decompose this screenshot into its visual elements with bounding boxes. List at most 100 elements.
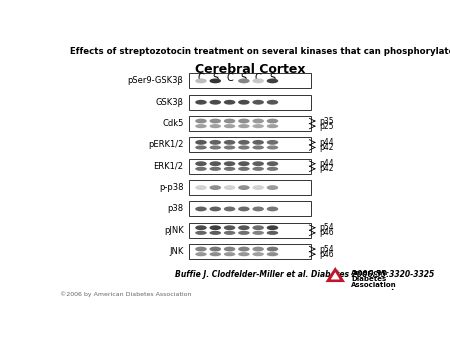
- Polygon shape: [331, 272, 340, 280]
- Ellipse shape: [252, 100, 264, 105]
- Text: p35: p35: [320, 117, 334, 125]
- Text: Buffie J. Clodfelder-Miller et al. Diabetes 2006;55:3320-3325: Buffie J. Clodfelder-Miller et al. Diabe…: [175, 270, 434, 279]
- Ellipse shape: [238, 252, 250, 256]
- Text: p46: p46: [320, 250, 334, 259]
- Ellipse shape: [252, 78, 264, 83]
- Bar: [189, 116, 311, 131]
- Ellipse shape: [238, 119, 250, 123]
- Ellipse shape: [210, 185, 221, 190]
- Text: p-p38: p-p38: [159, 183, 184, 192]
- Text: p44: p44: [320, 138, 334, 147]
- Text: p54: p54: [320, 245, 334, 254]
- Ellipse shape: [224, 225, 235, 230]
- Text: C: C: [198, 73, 204, 82]
- Bar: [189, 201, 311, 217]
- Ellipse shape: [267, 207, 278, 211]
- Ellipse shape: [267, 225, 278, 230]
- Ellipse shape: [210, 78, 221, 83]
- Text: p42: p42: [320, 164, 334, 173]
- Text: pERK1/2: pERK1/2: [148, 140, 184, 149]
- Ellipse shape: [238, 100, 250, 105]
- Ellipse shape: [210, 119, 221, 123]
- Ellipse shape: [238, 247, 250, 251]
- Ellipse shape: [195, 225, 207, 230]
- Ellipse shape: [224, 207, 235, 211]
- Ellipse shape: [267, 145, 278, 149]
- Text: p46: p46: [320, 228, 334, 237]
- Ellipse shape: [224, 124, 235, 128]
- Ellipse shape: [252, 124, 264, 128]
- Bar: [189, 244, 311, 259]
- Ellipse shape: [195, 78, 207, 83]
- Ellipse shape: [238, 140, 250, 145]
- Ellipse shape: [224, 161, 235, 166]
- Ellipse shape: [238, 78, 250, 83]
- Ellipse shape: [224, 247, 235, 251]
- Ellipse shape: [238, 145, 250, 149]
- Ellipse shape: [252, 247, 264, 251]
- Text: ERK1/2: ERK1/2: [153, 162, 184, 171]
- Ellipse shape: [252, 145, 264, 149]
- Bar: [189, 180, 311, 195]
- Ellipse shape: [195, 207, 207, 211]
- Text: S: S: [212, 73, 218, 82]
- Ellipse shape: [224, 140, 235, 145]
- Ellipse shape: [210, 247, 221, 251]
- Ellipse shape: [252, 231, 264, 235]
- Text: p42: p42: [320, 143, 334, 152]
- Text: GSK3β: GSK3β: [156, 98, 184, 107]
- Text: C: C: [226, 73, 233, 82]
- Bar: [189, 159, 311, 174]
- Ellipse shape: [267, 167, 278, 171]
- Ellipse shape: [210, 161, 221, 166]
- Ellipse shape: [238, 225, 250, 230]
- Ellipse shape: [252, 140, 264, 145]
- Text: Diabetes: Diabetes: [351, 276, 386, 282]
- Ellipse shape: [210, 167, 221, 171]
- Ellipse shape: [195, 185, 207, 190]
- Bar: [189, 73, 311, 89]
- Text: p25: p25: [320, 122, 334, 131]
- Ellipse shape: [210, 124, 221, 128]
- Ellipse shape: [210, 225, 221, 230]
- Ellipse shape: [195, 100, 207, 105]
- Ellipse shape: [195, 252, 207, 256]
- Ellipse shape: [224, 185, 235, 190]
- Text: p54: p54: [320, 223, 334, 232]
- Ellipse shape: [224, 167, 235, 171]
- Text: Effects of streptozotocin treatment on several kinases that can phosphorylate ta: Effects of streptozotocin treatment on s…: [70, 47, 450, 56]
- Bar: [189, 137, 311, 152]
- Text: ©2006 by American Diabetes Association: ©2006 by American Diabetes Association: [60, 291, 191, 297]
- Ellipse shape: [195, 140, 207, 145]
- Text: Cerebral Cortex: Cerebral Cortex: [194, 63, 305, 76]
- Text: Association: Association: [351, 282, 396, 288]
- Ellipse shape: [252, 252, 264, 256]
- Ellipse shape: [224, 145, 235, 149]
- Text: p44: p44: [320, 159, 334, 168]
- Ellipse shape: [224, 252, 235, 256]
- Bar: [189, 95, 311, 110]
- Ellipse shape: [267, 161, 278, 166]
- Ellipse shape: [195, 124, 207, 128]
- Text: pSer9-GSK3β: pSer9-GSK3β: [128, 76, 184, 86]
- Ellipse shape: [267, 231, 278, 235]
- Ellipse shape: [195, 231, 207, 235]
- Ellipse shape: [195, 247, 207, 251]
- Ellipse shape: [210, 252, 221, 256]
- Ellipse shape: [238, 185, 250, 190]
- Polygon shape: [325, 267, 345, 282]
- Ellipse shape: [238, 167, 250, 171]
- Ellipse shape: [195, 167, 207, 171]
- Ellipse shape: [252, 161, 264, 166]
- Ellipse shape: [267, 78, 278, 83]
- Text: .: .: [390, 283, 394, 292]
- Ellipse shape: [252, 119, 264, 123]
- Ellipse shape: [252, 225, 264, 230]
- Text: S: S: [241, 73, 247, 82]
- Ellipse shape: [224, 231, 235, 235]
- Bar: [189, 223, 311, 238]
- Text: S: S: [270, 73, 275, 82]
- Ellipse shape: [224, 119, 235, 123]
- Ellipse shape: [195, 119, 207, 123]
- Ellipse shape: [195, 145, 207, 149]
